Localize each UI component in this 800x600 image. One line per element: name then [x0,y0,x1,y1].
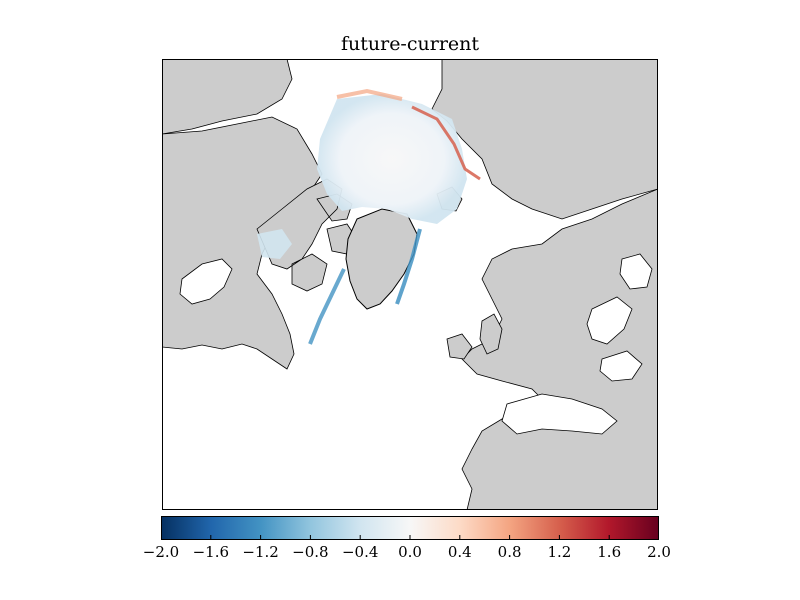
tick-label: 0.8 [497,543,522,561]
tick-label: 1.2 [547,543,572,561]
tick-label: −0.8 [292,543,329,561]
colorbar [161,516,659,540]
tick-label: 0.0 [398,543,422,561]
tick-label: 2.0 [647,543,671,561]
colorbar-tick-labels: −2.0 −1.6 −1.2 −0.8 −0.4 0.0 0.4 0.8 1.2… [0,543,800,563]
land-iceland [446,333,473,360]
positive-anomaly-edge-2 [336,88,403,101]
tick-label: −0.4 [341,543,379,561]
tick-label: −1.2 [242,543,279,561]
map-frame [162,59,658,510]
negative-anomaly-greenland [395,228,422,305]
negative-anomaly-baffin [308,268,346,345]
land-europe [461,188,658,510]
tick-label: −1.6 [192,543,230,561]
map-title: future-current [340,33,480,55]
arctic-ice-field [317,94,467,224]
tick-label: 1.6 [597,543,622,561]
polar-map [162,59,658,510]
baltic-sea [586,296,633,345]
arctic-archipelago [256,178,358,292]
tick-label: 0.4 [447,543,472,561]
caspian-sea [619,253,653,290]
land-uk [479,313,503,355]
mediterranean [501,393,618,435]
black-sea [599,350,643,382]
colorbar-ticks [210,535,610,540]
positive-anomaly-edge [411,105,481,181]
land-eurasia [322,59,658,220]
hudson-bay [179,258,233,305]
negative-anomaly-hudson [257,229,292,259]
tick-label: −2.0 [142,543,180,561]
